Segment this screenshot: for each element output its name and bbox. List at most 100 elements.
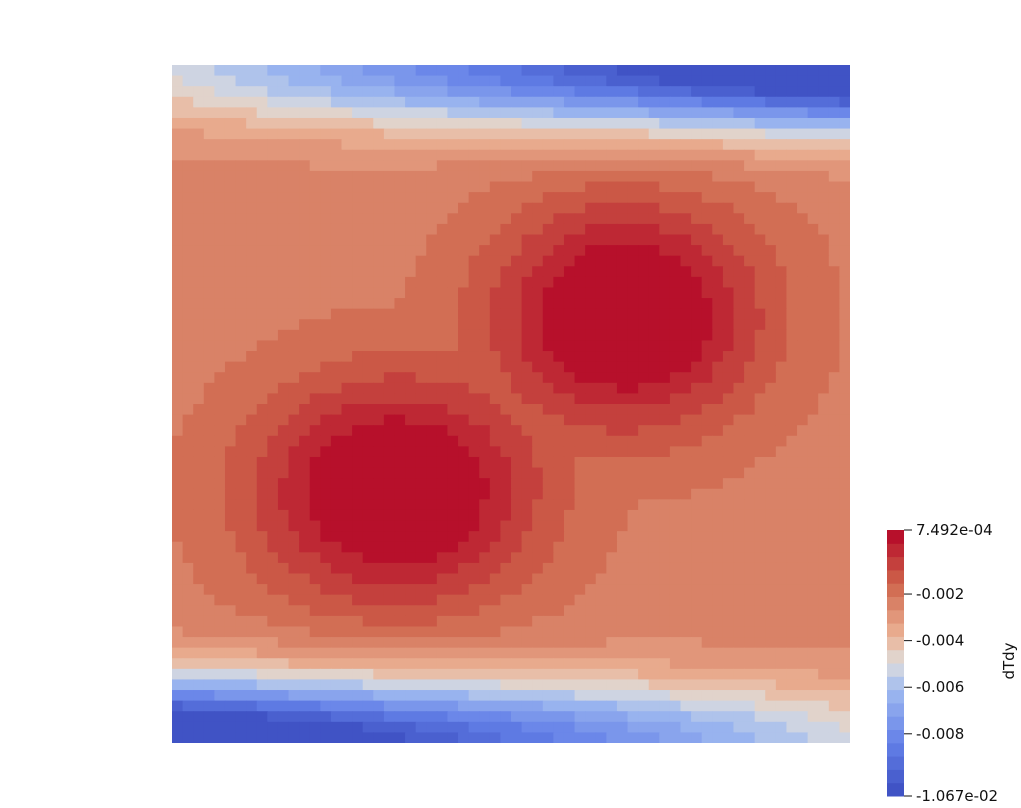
field-cell — [309, 552, 321, 564]
field-cell — [214, 647, 226, 659]
field-cell — [224, 711, 237, 723]
field-cell — [765, 573, 777, 585]
field-cell — [415, 276, 427, 289]
field-cell — [839, 393, 850, 405]
field-cell — [553, 213, 565, 225]
field-cell — [786, 266, 798, 278]
field-cell — [193, 615, 205, 628]
field-cell — [447, 573, 459, 585]
field-cell — [447, 213, 459, 225]
field-cell — [638, 340, 650, 352]
field-cell — [182, 96, 194, 108]
field-cell — [775, 690, 788, 702]
field-cell — [669, 149, 682, 161]
field-cell — [224, 107, 237, 119]
field-cell — [500, 139, 512, 151]
field-cell — [299, 478, 311, 490]
field-cell — [659, 213, 671, 225]
field-cell — [224, 65, 237, 77]
field-cell — [669, 319, 682, 331]
field-cell — [193, 626, 205, 638]
field-cell — [733, 509, 745, 522]
field-cell — [744, 425, 756, 437]
field-cell — [775, 382, 788, 394]
field-cell — [214, 340, 226, 352]
field-cell — [733, 117, 745, 130]
field-cell — [680, 223, 692, 236]
field-cell — [500, 308, 512, 320]
field-cell — [500, 213, 512, 225]
field-cell — [722, 308, 735, 320]
field-cell — [235, 319, 247, 331]
field-cell — [585, 340, 597, 352]
field-cell — [511, 202, 523, 214]
field-cell — [659, 287, 671, 299]
field-cell — [574, 234, 586, 246]
field-cell — [415, 488, 427, 500]
field-cell — [585, 351, 597, 363]
field-cell — [288, 139, 300, 151]
field-cell — [574, 223, 586, 236]
field-cell — [468, 711, 480, 723]
field-cell — [352, 202, 364, 214]
field-cell — [722, 615, 735, 628]
field-cell — [458, 467, 470, 479]
field-cell — [394, 308, 406, 320]
field-cell — [352, 626, 364, 638]
field-cell — [224, 276, 237, 289]
field-cell — [256, 509, 268, 522]
field-cell — [309, 541, 321, 553]
field-cell — [352, 721, 364, 733]
field-cell — [330, 107, 343, 119]
field-cell — [511, 488, 523, 500]
field-cell — [277, 668, 290, 681]
field-cell — [606, 75, 618, 87]
field-cell — [299, 213, 311, 225]
field-cell — [818, 202, 830, 214]
field-cell — [458, 425, 470, 437]
field-cell — [818, 721, 830, 733]
field-cell — [468, 245, 480, 257]
field-cell — [426, 96, 438, 108]
field-cell — [691, 298, 703, 310]
field-cell — [532, 425, 544, 437]
field-cell — [447, 234, 459, 246]
field-cell — [246, 86, 258, 98]
field-cell — [246, 351, 258, 363]
field-cell — [511, 351, 523, 363]
field-cell — [669, 128, 682, 140]
field-cell — [489, 213, 501, 225]
field-cell — [415, 541, 427, 553]
field-cell — [563, 382, 576, 394]
field-cell — [299, 499, 311, 511]
field-cell — [585, 435, 597, 447]
field-cell — [542, 107, 554, 119]
field-cell — [818, 414, 830, 426]
field-cell — [648, 192, 660, 204]
field-cell — [754, 668, 766, 681]
field-cell — [828, 573, 840, 585]
field-cell — [542, 446, 554, 458]
field-cell — [595, 128, 607, 140]
field-cell — [500, 658, 512, 670]
field-cell — [458, 594, 470, 606]
field-cell — [235, 446, 247, 458]
field-cell — [818, 711, 830, 723]
field-cell — [733, 467, 745, 479]
field-cell — [722, 223, 735, 236]
field-cell — [447, 637, 459, 649]
field-cell — [616, 117, 629, 130]
field-cell — [553, 605, 565, 617]
field-cell — [426, 308, 438, 320]
field-cell — [182, 128, 194, 140]
field-cell — [246, 615, 258, 628]
field-cell — [394, 584, 406, 596]
field-cell — [595, 721, 607, 733]
field-cell — [701, 223, 713, 236]
field-cell — [447, 361, 459, 373]
field-cell — [288, 425, 300, 437]
field-cell — [405, 562, 417, 575]
field-cell — [627, 181, 639, 193]
field-cell — [616, 658, 629, 670]
field-cell — [563, 658, 576, 670]
